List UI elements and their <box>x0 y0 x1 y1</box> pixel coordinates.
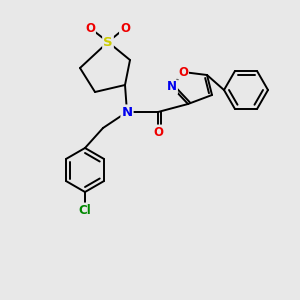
Text: Cl: Cl <box>79 203 92 217</box>
Text: O: O <box>178 65 188 79</box>
Text: O: O <box>120 22 130 34</box>
Text: N: N <box>167 80 177 94</box>
Text: O: O <box>153 125 163 139</box>
Text: S: S <box>103 35 113 49</box>
Text: O: O <box>85 22 95 34</box>
Text: N: N <box>122 106 133 118</box>
